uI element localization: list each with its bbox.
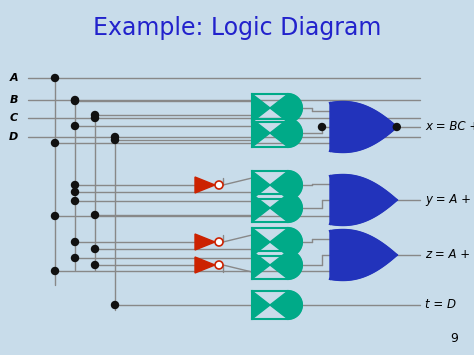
Polygon shape [252, 194, 302, 222]
Polygon shape [195, 177, 215, 193]
Circle shape [111, 301, 118, 308]
Text: A: A [9, 73, 18, 83]
Text: Example: Logic Diagram: Example: Logic Diagram [93, 16, 381, 40]
Circle shape [393, 124, 401, 131]
Circle shape [52, 140, 58, 147]
Circle shape [215, 238, 223, 246]
Text: y = A + BD' + BC: y = A + BD' + BC [425, 193, 474, 207]
Text: x = BC + BD + A: x = BC + BD + A [425, 120, 474, 133]
Text: D: D [9, 132, 18, 142]
Polygon shape [252, 251, 302, 279]
Circle shape [91, 246, 99, 252]
Circle shape [52, 268, 58, 274]
Circle shape [52, 213, 58, 219]
Circle shape [72, 255, 79, 262]
Polygon shape [252, 94, 302, 122]
Circle shape [72, 239, 79, 246]
Polygon shape [330, 175, 397, 225]
Circle shape [72, 97, 79, 104]
Polygon shape [252, 171, 302, 199]
Circle shape [91, 115, 99, 121]
Text: B: B [9, 95, 18, 105]
Polygon shape [195, 257, 215, 273]
Circle shape [91, 111, 99, 119]
Circle shape [111, 133, 118, 141]
Circle shape [91, 212, 99, 218]
Circle shape [215, 181, 223, 189]
Circle shape [215, 261, 223, 269]
Text: C: C [10, 113, 18, 123]
Polygon shape [330, 102, 397, 152]
Polygon shape [252, 119, 302, 147]
Circle shape [111, 137, 118, 143]
Text: 9: 9 [450, 332, 458, 345]
Circle shape [72, 181, 79, 189]
Circle shape [72, 189, 79, 196]
Text: t = D: t = D [425, 299, 456, 311]
Polygon shape [330, 230, 397, 280]
Text: z = A + B'C + BC'D: z = A + B'C + BC'D [425, 248, 474, 262]
Polygon shape [252, 291, 302, 319]
Polygon shape [252, 228, 302, 256]
Circle shape [72, 197, 79, 204]
Circle shape [52, 75, 58, 82]
Circle shape [319, 124, 326, 131]
Circle shape [91, 262, 99, 268]
Polygon shape [195, 234, 215, 250]
Circle shape [72, 122, 79, 130]
Circle shape [72, 98, 79, 104]
